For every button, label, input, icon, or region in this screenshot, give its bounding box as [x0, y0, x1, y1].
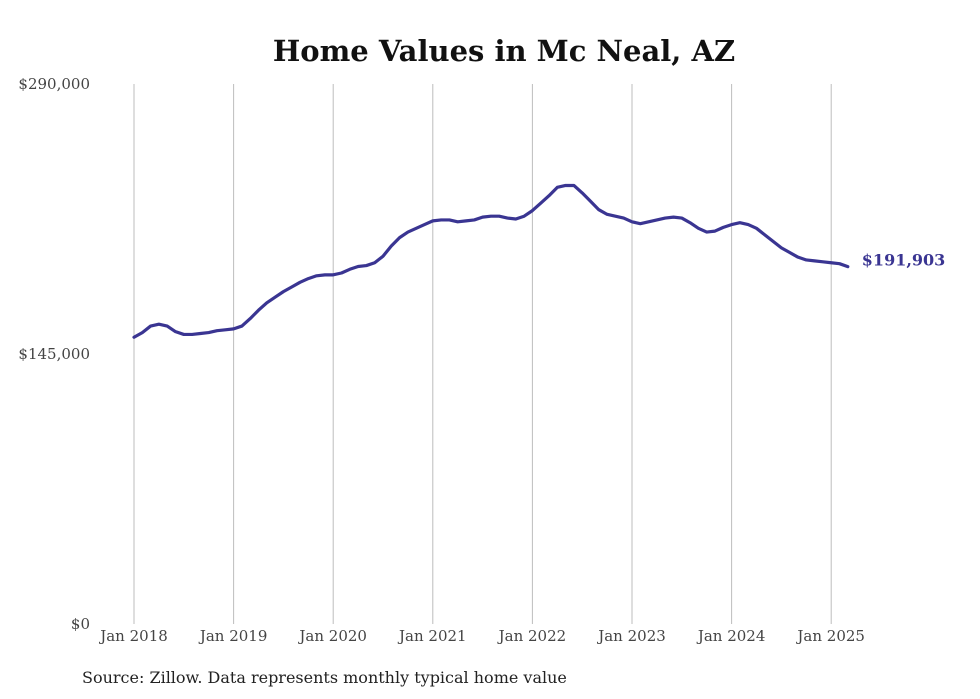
y-tick-label: $290,000 [18, 75, 90, 93]
y-tick-label: $0 [71, 615, 90, 633]
x-tick-label: Jan 2025 [795, 627, 865, 645]
source-note: Source: Zillow. Data represents monthly … [82, 668, 567, 687]
y-tick-label: $145,000 [18, 345, 90, 363]
y-axis-ticks: $0 $145,000 $290,000 [18, 75, 90, 633]
x-tick-label: Jan 2023 [596, 627, 666, 645]
x-tick-label: Jan 2020 [297, 627, 367, 645]
x-tick-label: Jan 2022 [497, 627, 567, 645]
x-axis-ticks: Jan 2018 Jan 2019 Jan 2020 Jan 2021 Jan 2022… [98, 627, 865, 645]
chart-title: Home Values in Mc Neal, AZ [273, 34, 735, 68]
end-value-label: $191,903 [862, 251, 946, 270]
series-line-0 [132, 183, 850, 339]
x-tick-label: Jan 2018 [98, 627, 168, 645]
x-tick-label: Jan 2019 [198, 627, 268, 645]
x-tick-label: Jan 2021 [397, 627, 467, 645]
series-layer: $191,903 [132, 183, 946, 339]
x-tick-label: Jan 2024 [696, 627, 766, 645]
vertical-gridlines [133, 84, 832, 624]
